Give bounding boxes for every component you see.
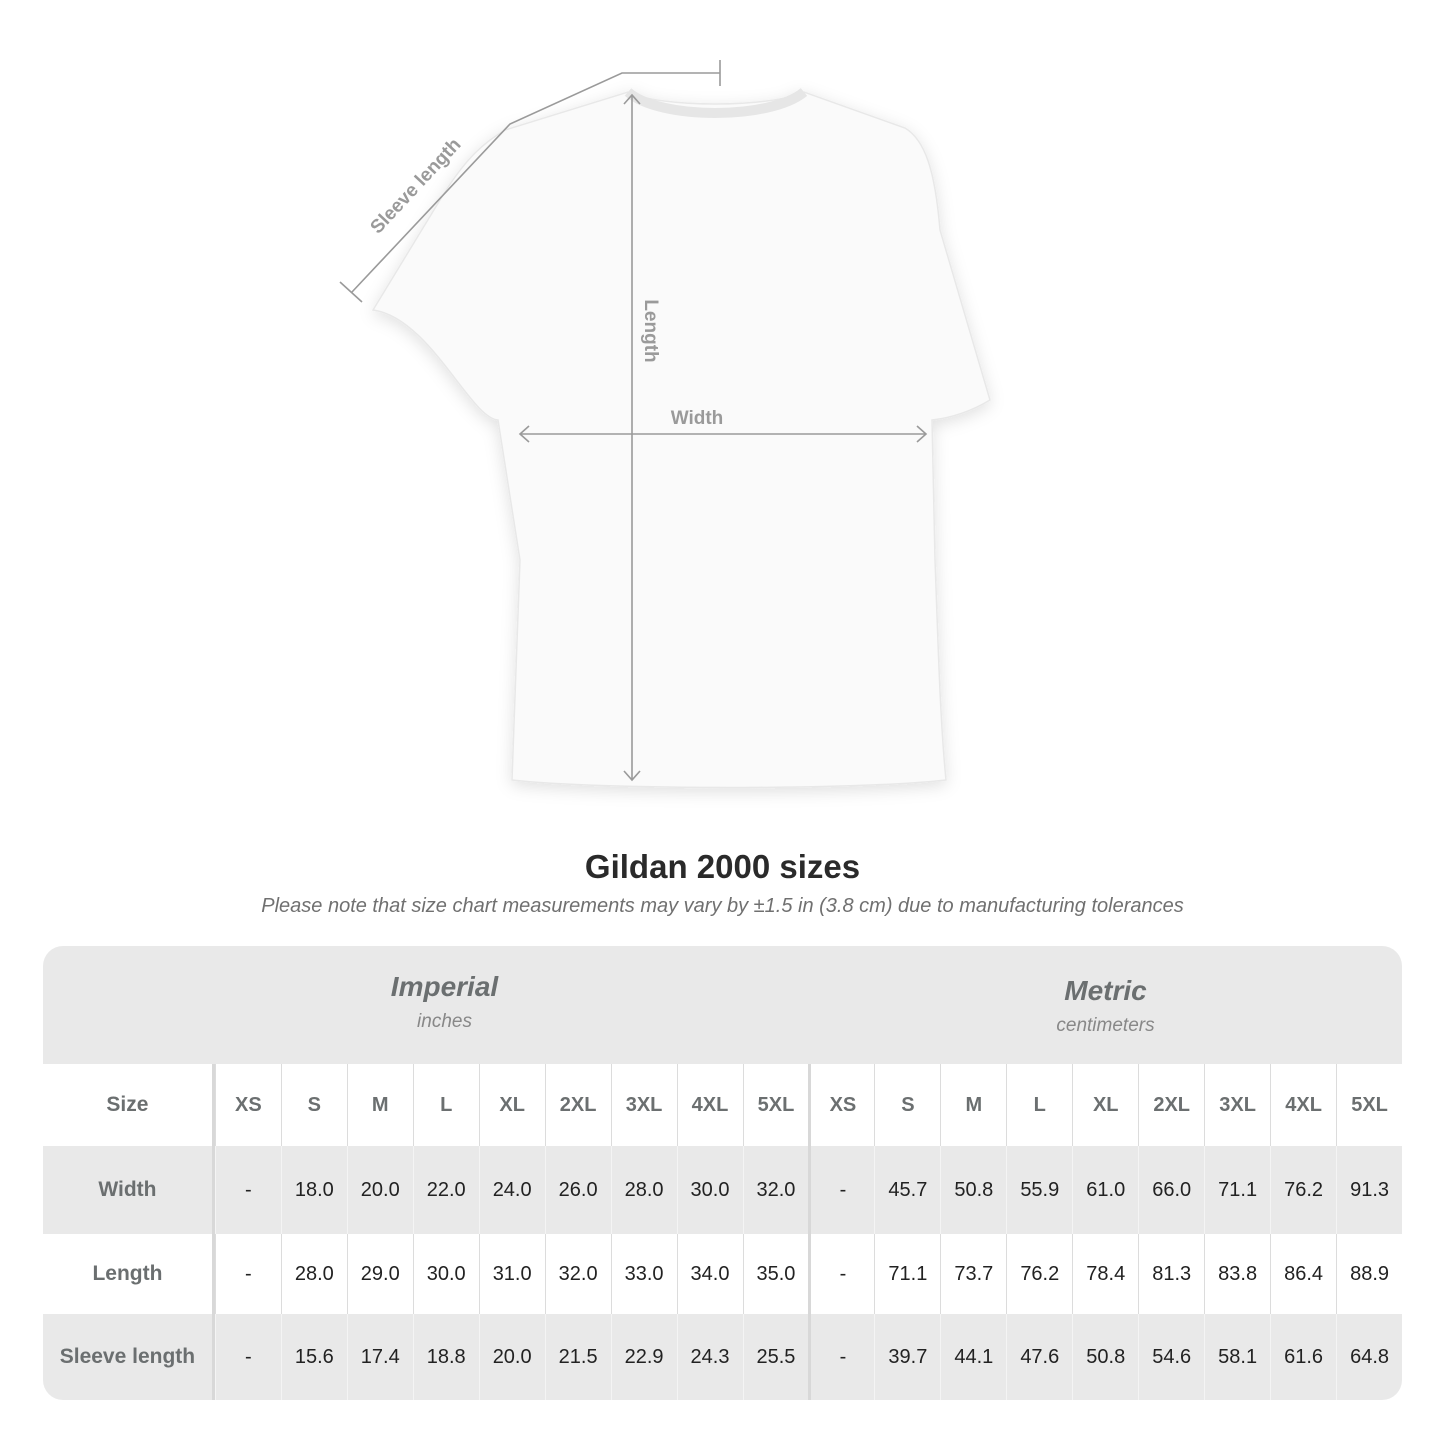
value-cell-imperial: - — [214, 1314, 281, 1400]
value-cell-metric: 39.7 — [874, 1314, 940, 1400]
measurement-lines — [339, 60, 928, 782]
value-cell-metric: 86.4 — [1270, 1234, 1336, 1314]
row-label: Length — [43, 1234, 215, 1314]
value-cell-metric: 47.6 — [1006, 1314, 1072, 1400]
size-header-metric: S — [874, 1064, 940, 1146]
imperial-unit: inches — [417, 1011, 472, 1032]
value-cell-imperial: 35.0 — [742, 1234, 809, 1314]
length-line — [623, 93, 641, 782]
table-row: Length -28.0 29.0 30.0 31.0 32.0 33.0 34.0 35.0-… — [43, 1234, 1402, 1314]
size-header-imperial: 4XL — [676, 1064, 743, 1146]
value-cell-imperial: 28.0 — [610, 1146, 677, 1234]
value-cell-imperial: 28.0 — [280, 1234, 347, 1314]
size-header-imperial: M — [346, 1064, 413, 1146]
row-label: Sleeve length — [43, 1314, 215, 1400]
value-cell-imperial: 32.0 — [544, 1234, 611, 1314]
value-cell-metric: 71.1 — [874, 1234, 940, 1314]
value-cell-metric: 83.8 — [1204, 1234, 1270, 1314]
size-header-metric: 3XL — [1204, 1064, 1270, 1146]
size-header-metric: XS — [808, 1064, 874, 1146]
value-cell-imperial: 17.4 — [346, 1314, 413, 1400]
value-cell-imperial: 18.0 — [280, 1146, 347, 1234]
tshirt-image — [371, 87, 991, 789]
size-header-metric: 4XL — [1270, 1064, 1336, 1146]
value-cell-metric: - — [808, 1234, 874, 1314]
value-cell-metric: 91.3 — [1336, 1146, 1402, 1234]
value-cell-metric: 81.3 — [1138, 1234, 1204, 1314]
size-header-imperial: 3XL — [610, 1064, 677, 1146]
metric-label: Metric — [1064, 975, 1147, 1006]
size-header-imperial: XL — [478, 1064, 545, 1146]
value-cell-imperial: 29.0 — [346, 1234, 413, 1314]
value-cell-metric: 66.0 — [1138, 1146, 1204, 1234]
value-cell-imperial: 34.0 — [676, 1234, 743, 1314]
size-header-imperial: 2XL — [544, 1064, 611, 1146]
value-cell-imperial: 24.0 — [478, 1146, 545, 1234]
value-cell-metric: 54.6 — [1138, 1314, 1204, 1400]
value-cell-metric: 76.2 — [1270, 1146, 1336, 1234]
value-cell-imperial: 31.0 — [478, 1234, 545, 1314]
table-row: Sleeve length -15.6 17.4 18.8 20.0 21.5 22.9 24… — [43, 1314, 1402, 1400]
row-label: Width — [43, 1146, 215, 1234]
width-line — [518, 425, 928, 443]
value-cell-metric: 76.2 — [1006, 1234, 1072, 1314]
value-cell-metric: 44.1 — [940, 1314, 1006, 1400]
length-label: Length — [640, 299, 661, 362]
tshirt-diagram: Sleeve length Length Width — [339, 60, 991, 789]
value-cell-metric: 71.1 — [1204, 1146, 1270, 1234]
size-header-metric: 5XL — [1336, 1064, 1402, 1146]
value-cell-metric: 88.9 — [1336, 1234, 1402, 1314]
value-cell-metric: 61.0 — [1072, 1146, 1138, 1234]
size-header-imperial: L — [412, 1064, 479, 1146]
value-cell-metric: 58.1 — [1204, 1314, 1270, 1400]
value-cell-imperial: 20.0 — [478, 1314, 545, 1400]
size-header-metric: XL — [1072, 1064, 1138, 1146]
value-cell-imperial: 24.3 — [676, 1314, 743, 1400]
tolerance-note: Please note that size chart measurements… — [261, 895, 1184, 917]
imperial-label: Imperial — [390, 971, 499, 1002]
value-cell-imperial: 26.0 — [544, 1146, 611, 1234]
value-cell-metric: 78.4 — [1072, 1234, 1138, 1314]
row-label: Size — [43, 1064, 215, 1146]
value-cell-imperial: 30.0 — [676, 1146, 743, 1234]
size-header-metric: M — [940, 1064, 1006, 1146]
value-cell-metric: 50.8 — [1072, 1314, 1138, 1400]
size-header-imperial: S — [280, 1064, 347, 1146]
value-cell-imperial: 33.0 — [610, 1234, 677, 1314]
value-cell-imperial: 22.0 — [412, 1146, 479, 1234]
value-cell-imperial: 22.9 — [610, 1314, 677, 1400]
size-header-metric: L — [1006, 1064, 1072, 1146]
value-cell-imperial: 32.0 — [742, 1146, 809, 1234]
metric-unit: centimeters — [1056, 1015, 1155, 1036]
chart-title: Gildan 2000 sizes — [584, 848, 861, 885]
imperial-header: Imperial inches — [215, 971, 674, 1033]
size-header-imperial: 5XL — [742, 1064, 809, 1146]
size-header-imperial: XS — [214, 1064, 281, 1146]
metric-header: Metric centimeters — [809, 975, 1402, 1037]
width-label: Width — [671, 408, 724, 429]
value-cell-metric: 73.7 — [940, 1234, 1006, 1314]
value-cell-imperial: 25.5 — [742, 1314, 809, 1400]
value-cell-imperial: 30.0 — [412, 1234, 479, 1314]
value-cell-imperial: 21.5 — [544, 1314, 611, 1400]
value-cell-imperial: - — [214, 1146, 281, 1234]
value-cell-metric: 50.8 — [940, 1146, 1006, 1234]
value-cell-metric: 45.7 — [874, 1146, 940, 1234]
value-cell-imperial: 18.8 — [412, 1314, 479, 1400]
sleeve-length-line — [351, 72, 720, 293]
units-header: Imperial inches Metric centimeters — [43, 946, 1402, 1064]
size-header-row: Size XS S M L XL 2XL 3XL 4XL 5XL XS S M L XL 2XL 3XL 4XL 5… — [43, 1064, 1402, 1146]
size-header-metric: 2XL — [1138, 1064, 1204, 1146]
value-cell-metric: - — [808, 1146, 874, 1234]
value-cell-metric: 64.8 — [1336, 1314, 1402, 1400]
value-cell-imperial: - — [214, 1234, 281, 1314]
value-cell-metric: - — [808, 1314, 874, 1400]
value-cell-metric: 61.6 — [1270, 1314, 1336, 1400]
value-cell-metric: 55.9 — [1006, 1146, 1072, 1234]
table-row: Width -18.0 20.0 22.0 24.0 26.0 28.0 30.0 32.0-4… — [43, 1146, 1402, 1234]
size-table: Imperial inches Metric centimeters Size X… — [43, 946, 1402, 1400]
value-cell-imperial: 15.6 — [280, 1314, 347, 1400]
value-cell-imperial: 20.0 — [346, 1146, 413, 1234]
